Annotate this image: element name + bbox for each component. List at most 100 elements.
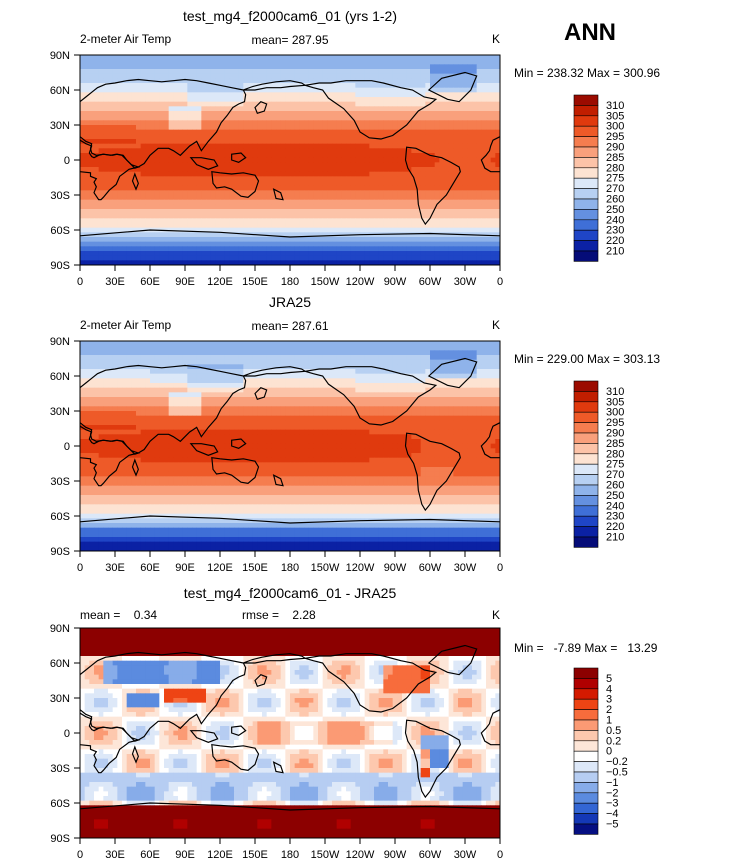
field-cell <box>453 246 459 252</box>
field-cell <box>308 199 314 205</box>
field-cell <box>467 185 473 191</box>
field-cell <box>299 171 305 177</box>
field-cell <box>182 125 188 131</box>
field-cell <box>369 59 375 65</box>
field-cell <box>486 148 492 154</box>
field-cell <box>458 223 464 229</box>
field-cell <box>369 101 375 107</box>
field-cell <box>220 162 226 168</box>
field-cell <box>238 181 244 187</box>
field-cell <box>495 255 500 261</box>
field-cell <box>416 120 422 126</box>
field-cell <box>215 350 221 356</box>
field-cell <box>168 176 174 182</box>
field-cell <box>462 157 468 163</box>
field-cell <box>108 171 114 177</box>
field-cell <box>164 190 170 196</box>
field-cell <box>271 64 277 70</box>
field-cell <box>318 97 324 103</box>
field-cell <box>108 232 114 238</box>
field-cell <box>304 232 310 238</box>
field-cell <box>150 213 156 219</box>
field-cell <box>229 260 235 265</box>
field-cell <box>402 237 408 243</box>
field-cell <box>294 78 300 84</box>
field-cell <box>476 190 482 196</box>
field-cell <box>187 260 193 265</box>
field-cell <box>248 55 254 61</box>
field-cell <box>318 195 324 201</box>
colorbar-swatch <box>573 115 599 127</box>
field-cell <box>374 92 380 98</box>
field-cell <box>150 237 156 243</box>
colorbar-swatch <box>573 240 599 252</box>
field-cell <box>397 190 403 196</box>
field-cell <box>150 69 156 75</box>
field-cell <box>252 227 258 233</box>
field-cell <box>322 350 328 356</box>
field-cell <box>462 120 468 126</box>
field-cell <box>84 134 90 140</box>
field-cell <box>173 171 179 177</box>
field-cell <box>89 148 95 154</box>
field-cell <box>346 167 352 173</box>
field-cell <box>145 237 151 243</box>
field-cell <box>308 73 314 79</box>
field-cell <box>472 378 478 384</box>
field-cell <box>425 213 431 219</box>
field-cell <box>220 378 226 384</box>
field-cell <box>140 209 146 215</box>
field-cell <box>378 92 384 98</box>
field-cell <box>444 92 450 98</box>
field-cell <box>406 378 412 384</box>
field-cell <box>420 213 426 219</box>
field-cell <box>411 213 417 219</box>
field-cell <box>229 92 235 98</box>
field-cell <box>369 260 375 265</box>
field-cell <box>444 185 450 191</box>
field-cell <box>304 167 310 173</box>
field-cell <box>355 185 361 191</box>
field-cell <box>290 355 296 361</box>
field-cell <box>220 237 226 243</box>
field-cell <box>294 55 300 61</box>
field-cell <box>346 101 352 107</box>
field-cell <box>304 199 310 205</box>
field-cell <box>131 83 137 89</box>
field-cell <box>481 350 487 356</box>
field-cell <box>159 176 165 182</box>
field-cell <box>285 195 291 201</box>
field-cell <box>453 209 459 215</box>
field-cell <box>103 129 109 135</box>
field-cell <box>448 199 454 205</box>
field-cell <box>122 176 128 182</box>
field-cell <box>145 255 151 261</box>
field-cell <box>406 237 412 243</box>
field-cell <box>299 260 305 265</box>
field-cell <box>350 251 356 257</box>
field-cell <box>173 232 179 238</box>
field-cell <box>434 345 440 351</box>
field-cell <box>490 120 496 126</box>
field-cell <box>206 350 212 356</box>
field-cell <box>481 59 487 65</box>
field-cell <box>285 185 291 191</box>
field-cell <box>318 355 324 361</box>
field-cell <box>299 341 305 347</box>
field-cell <box>117 237 123 243</box>
field-cell <box>327 204 333 210</box>
field-cell <box>84 209 90 215</box>
field-cell <box>252 101 258 107</box>
field-cell <box>294 241 300 247</box>
field-cell <box>187 195 193 201</box>
field-cell <box>299 125 305 131</box>
field-cell <box>182 199 188 205</box>
field-cell <box>392 64 398 70</box>
field-cell <box>234 78 240 84</box>
field-cell <box>173 101 179 107</box>
field-cell <box>140 167 146 173</box>
field-cell <box>383 162 389 168</box>
field-cell <box>416 143 422 149</box>
field-cell <box>476 185 482 191</box>
field-cell <box>248 260 254 265</box>
